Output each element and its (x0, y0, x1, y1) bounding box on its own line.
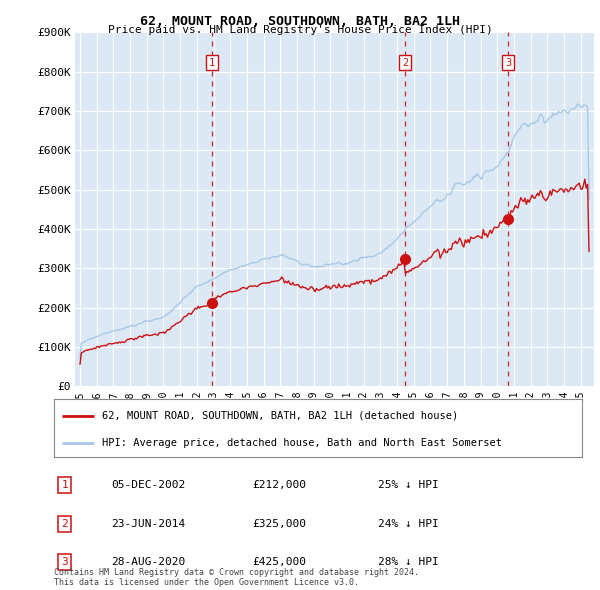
Text: 25% ↓ HPI: 25% ↓ HPI (378, 480, 439, 490)
Text: 3: 3 (505, 58, 511, 67)
Text: 3: 3 (61, 557, 68, 567)
Text: 24% ↓ HPI: 24% ↓ HPI (378, 519, 439, 529)
Text: 62, MOUNT ROAD, SOUTHDOWN, BATH, BA2 1LH (detached house): 62, MOUNT ROAD, SOUTHDOWN, BATH, BA2 1LH… (101, 411, 458, 421)
Text: 28-AUG-2020: 28-AUG-2020 (111, 557, 185, 567)
Text: £325,000: £325,000 (252, 519, 306, 529)
Text: 28% ↓ HPI: 28% ↓ HPI (378, 557, 439, 567)
Text: 1: 1 (209, 58, 215, 67)
Text: HPI: Average price, detached house, Bath and North East Somerset: HPI: Average price, detached house, Bath… (101, 438, 502, 448)
Text: 2: 2 (402, 58, 408, 67)
Text: Price paid vs. HM Land Registry's House Price Index (HPI): Price paid vs. HM Land Registry's House … (107, 25, 493, 35)
Text: This data is licensed under the Open Government Licence v3.0.: This data is licensed under the Open Gov… (54, 578, 359, 587)
Text: Contains HM Land Registry data © Crown copyright and database right 2024.: Contains HM Land Registry data © Crown c… (54, 568, 419, 576)
Text: 2: 2 (61, 519, 68, 529)
Text: 23-JUN-2014: 23-JUN-2014 (111, 519, 185, 529)
Text: 05-DEC-2002: 05-DEC-2002 (111, 480, 185, 490)
Text: 1: 1 (61, 480, 68, 490)
Text: £425,000: £425,000 (252, 557, 306, 567)
Text: £212,000: £212,000 (252, 480, 306, 490)
Text: 62, MOUNT ROAD, SOUTHDOWN, BATH, BA2 1LH: 62, MOUNT ROAD, SOUTHDOWN, BATH, BA2 1LH (140, 15, 460, 28)
